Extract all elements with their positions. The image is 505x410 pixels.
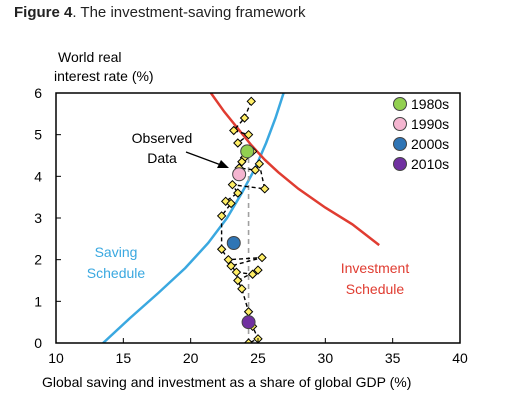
observed-data-point-19 [223, 254, 234, 265]
observed-data-point-20 [257, 252, 267, 263]
x-tick-label-25: 25 [250, 350, 266, 366]
legend-label-1980s: 1980s [411, 96, 449, 112]
y-tick-label-3: 3 [34, 210, 42, 226]
observed-data-label-line-1: Observed [132, 130, 193, 146]
observed-data-point-16 [226, 198, 236, 209]
observed-data-point-17 [216, 211, 227, 221]
saving-schedule-label-line-2: Schedule [87, 265, 146, 281]
observed-data-point-26 [237, 284, 247, 294]
x-tick-label-35: 35 [385, 350, 401, 366]
observed-data-point-11 [254, 159, 265, 169]
observed-data-point-2 [239, 113, 250, 123]
decade-average-2010s [241, 315, 256, 330]
observed-data-arrow [185, 151, 222, 166]
x-tick-label-40: 40 [452, 350, 468, 366]
investment-schedule-curve [209, 93, 380, 247]
decade-average-1990s [232, 167, 247, 182]
x-tick-label-20: 20 [183, 350, 199, 366]
y-axis-title-line-2: interest rate (%) [54, 68, 154, 84]
legend-marker-2000s [393, 137, 407, 151]
legend-label-2010s: 2010s [411, 156, 449, 172]
decade-average-1980s [240, 144, 255, 159]
x-tick-label-30: 30 [318, 350, 334, 366]
saving-schedule-curve [102, 93, 285, 343]
x-tick-label-15: 15 [116, 350, 132, 366]
observed-data-point-13 [227, 179, 238, 190]
y-axis: 0 1 2 3 4 5 6 [34, 85, 61, 351]
investment-schedule-label-line-2: Schedule [346, 281, 405, 297]
y-axis-title-line-1: World real [58, 49, 122, 65]
observed-data-point-21 [226, 261, 236, 271]
y-tick-label-1: 1 [34, 293, 42, 309]
figure-title: . The investment-saving framework [72, 4, 306, 21]
figure-number: Figure 4 [14, 4, 73, 21]
legend-label-2000s: 2000s [411, 136, 449, 152]
saving-schedule-label-line-1: Saving [95, 244, 138, 260]
observed-data-point-18 [216, 244, 227, 254]
observed-data-point-10 [250, 165, 261, 175]
observed-data-point-8 [237, 157, 247, 167]
x-axis-title: Global saving and investment as a share … [42, 374, 411, 390]
legend-label-1990s: 1990s [411, 116, 449, 132]
figure-caption: Figure 4. The investment-saving framewor… [14, 4, 306, 21]
observed-data-point-25 [233, 275, 243, 286]
y-tick-label-4: 4 [34, 168, 42, 184]
investment-schedule-label-line-1: Investment [341, 260, 410, 276]
y-tick-label-2: 2 [34, 252, 42, 268]
legend-marker-1990s [393, 117, 407, 131]
observed-data-arrowhead [217, 160, 229, 168]
observed-data-point-3 [229, 125, 239, 136]
observed-data-point-4 [243, 129, 254, 140]
observed-data-point-1 [246, 96, 256, 107]
observed-data-point-5 [233, 138, 243, 148]
observed-data-path [220, 101, 266, 343]
y-tick-label-0: 0 [34, 335, 42, 351]
y-tick-label-5: 5 [34, 127, 42, 143]
plot-area [102, 93, 380, 343]
observed-data-point-27 [243, 307, 254, 317]
legend: 1980s 1990s 2000s 2010s [393, 96, 449, 172]
legend-marker-1980s [393, 97, 407, 111]
decade-average-2000s [226, 236, 241, 250]
observed-data-label-line-2: Data [147, 150, 177, 166]
observed-data-point-24 [253, 265, 263, 275]
observed-data-point-14 [233, 188, 243, 198]
legend-marker-2010s [393, 157, 407, 171]
x-tick-label-10: 10 [48, 350, 64, 366]
x-axis: 10 15 20 25 30 35 40 [48, 338, 468, 366]
observed-data-point-12 [260, 184, 270, 194]
y-tick-label-6: 6 [34, 85, 42, 101]
observed-data-point-23 [247, 269, 258, 279]
observed-data-point-30 [243, 338, 254, 343]
observed-data-point-22 [231, 267, 242, 277]
